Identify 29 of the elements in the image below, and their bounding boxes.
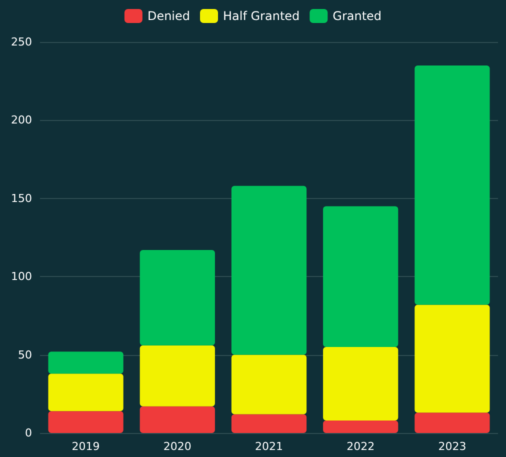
bar [48, 352, 124, 374]
bar [323, 206, 398, 347]
y-tick-label: 250 [11, 36, 32, 48]
bar [231, 414, 307, 433]
y-tick-label: 150 [11, 192, 32, 205]
bar [140, 406, 215, 433]
bar [231, 354, 307, 414]
bar [231, 186, 307, 355]
bar [414, 65, 490, 305]
bar [140, 250, 215, 346]
x-tick-label: 2022 [346, 440, 375, 453]
x-tick-label: 2023 [438, 440, 466, 453]
legend-label: Half Granted [223, 9, 300, 23]
bar [414, 412, 490, 433]
y-tick-label: 0 [25, 426, 32, 440]
bar [48, 411, 124, 433]
legend-label: Granted [332, 9, 382, 23]
y-tick-label: 50 [18, 348, 32, 362]
bar [414, 304, 490, 413]
bar [48, 374, 124, 412]
bar [323, 420, 398, 433]
y-tick-label: 200 [11, 114, 32, 127]
x-tick-label: 2020 [163, 440, 192, 453]
bar [140, 345, 215, 406]
x-tick-label: 2019 [72, 440, 100, 453]
bar [323, 346, 398, 420]
x-tick-label: 2021 [255, 440, 283, 453]
y-tick-label: 100 [11, 270, 32, 284]
legend-label: Denied [147, 9, 190, 23]
